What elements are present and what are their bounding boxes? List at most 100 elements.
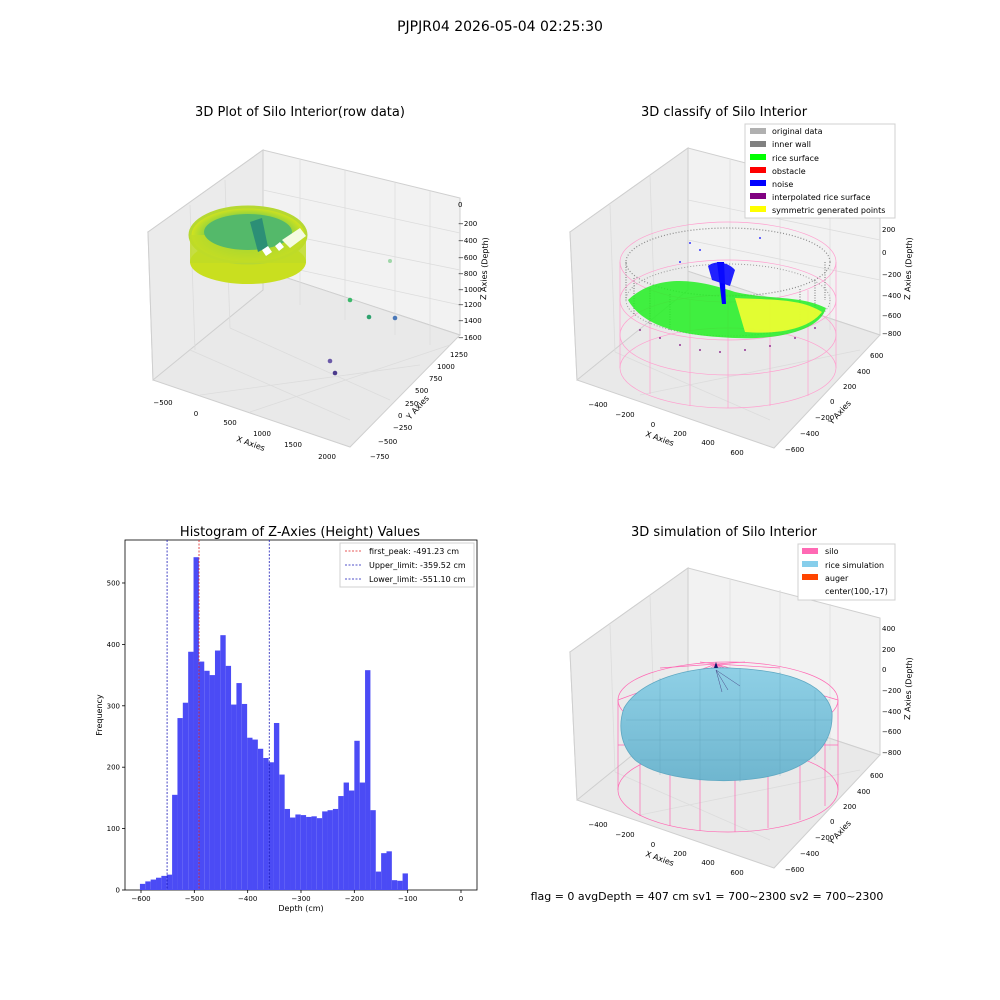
svg-text:−400: −400 [588,401,607,409]
legend-swatch-interpolated [750,193,766,199]
svg-text:1500: 1500 [284,441,302,449]
classify-3d-zlabel: Z Axies (Depth) [903,237,914,300]
outlier-point [327,358,333,364]
legend-swatch-symmetric [750,206,766,212]
legend-swatch-noise [750,180,766,186]
legend-swatch-rice-simulation [802,561,818,567]
svg-text:400: 400 [857,368,870,376]
svg-text:0: 0 [651,421,655,429]
histogram-bar [381,853,387,890]
svg-text:−200: −200 [458,220,477,228]
histogram-vlines [166,540,270,890]
svg-text:−200: −200 [882,271,901,279]
classify-3d-interpolated [639,327,816,353]
svg-text:0: 0 [830,818,834,826]
svg-text:−200: −200 [815,834,834,842]
histogram-bar [343,782,349,890]
histogram-bar [236,683,242,890]
y-tick-label: 500 [107,579,120,587]
histogram-xlabel: Depth (cm) [278,904,323,913]
histogram-bars [139,557,408,890]
simulation-3d-rice-mesh [626,668,832,782]
histogram-bar [268,762,274,890]
simulation-3d-xlabel: X Axies [644,849,675,868]
svg-text:−750: −750 [370,453,389,461]
histogram-bar [332,808,339,890]
svg-text:−800: −800 [882,330,901,338]
histogram-bar [209,675,215,890]
svg-text:−400: −400 [588,821,607,829]
histogram-bar [359,782,366,890]
histogram-bar [225,665,232,890]
svg-text:−400: −400 [800,430,819,438]
svg-text:0: 0 [458,201,462,209]
svg-text:600: 600 [870,772,883,780]
histogram-bar [295,814,301,890]
svg-text:−800: −800 [882,749,901,757]
histogram-bar [252,739,258,890]
histogram-bar [348,790,355,890]
legend-label: interpolated rice surface [772,193,870,202]
svg-text:0: 0 [194,410,198,418]
svg-text:−600: −600 [785,866,804,874]
legend-label: auger [825,574,849,583]
histogram-bar [150,879,157,890]
svg-text:−800: −800 [458,270,477,278]
y-tick-label: 100 [107,825,120,833]
svg-text:−500: −500 [153,399,172,407]
svg-text:750: 750 [429,375,442,383]
x-tick-label: 0 [459,895,463,903]
simulation-3d-legend: silo rice simulation auger center(100,-1… [797,543,896,601]
svg-text:400: 400 [701,859,714,867]
legend-label: noise [772,180,793,189]
classify-3d-ticks: −400 −200 0 200 400 600 −600 −400 −200 0… [588,226,901,457]
legend-swatch-auger [802,574,818,580]
svg-text:200: 200 [673,850,686,858]
svg-text:200: 200 [843,803,856,811]
simulation-3d-zlabel: Z Axies (Depth) [903,657,914,720]
legend-swatch-inner-wall [750,141,766,147]
classify-3d-xlabel: X Axies [644,429,675,448]
svg-text:−600: −600 [882,312,901,320]
x-tick-label: −100 [398,895,417,903]
histogram-bar [182,702,189,890]
svg-text:−600: −600 [458,254,477,262]
histogram-bar [370,810,376,890]
y-tick-label: 300 [107,702,120,710]
svg-text:−250: −250 [393,424,412,432]
histogram-bar [193,557,199,890]
simulation-3d-auger [715,669,741,693]
y-tick-label: 0 [116,887,120,895]
histogram-x-ticks: −600 −500 −400 −300 −200 −100 0 [131,890,463,903]
svg-text:500: 500 [415,387,428,395]
svg-text:0: 0 [882,249,886,257]
histogram-title: Histogram of Z-Axies (Height) Values [180,525,420,540]
svg-text:−600: −600 [882,728,901,736]
legend-swatch-silo [802,548,818,554]
histogram-bar [311,816,317,890]
histogram-bar [220,635,226,890]
svg-text:−200: −200 [815,414,834,422]
histogram-ylabel: Frequency [95,694,104,736]
svg-text:200: 200 [673,430,686,438]
histogram-bar [166,874,173,890]
raw-3d-outliers [327,259,398,376]
histogram-bar [316,818,323,890]
simulation-3d-title: 3D simulation of Silo Interior [631,525,818,540]
legend-swatch-original [750,128,766,134]
legend-label: inner wall [772,140,811,149]
svg-text:0: 0 [882,666,886,674]
histogram-bar [338,796,344,890]
legend-swatch-obstacle [750,167,766,173]
svg-text:−1400: −1400 [458,317,482,325]
legend-label: rice surface [772,154,819,163]
legend-label: Lower_limit: -551.10 cm [369,575,466,584]
svg-text:2000: 2000 [318,453,336,461]
outlier-point [388,259,392,263]
svg-text:−400: −400 [882,708,901,716]
panel-histogram: Histogram of Z-Axies (Height) Values −60… [95,525,478,913]
legend-label: center(100,-17) [825,587,888,596]
simulation-3d-rice-surface [620,667,833,781]
histogram-bar [231,704,237,890]
